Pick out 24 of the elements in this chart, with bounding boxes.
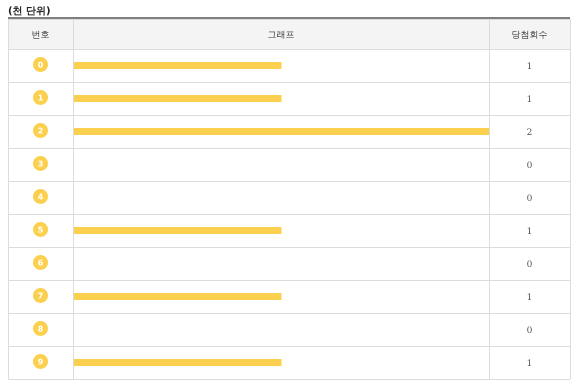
y-tick-label: 9 bbox=[38, 358, 44, 366]
y-tick-label: 7 bbox=[38, 292, 44, 300]
data-label: 1 bbox=[526, 95, 532, 105]
data-label: 0 bbox=[526, 326, 533, 336]
data-label: 1 bbox=[526, 359, 532, 369]
data-label: 2 bbox=[526, 128, 532, 138]
y-axis-title: 번호 bbox=[32, 30, 50, 40]
data-label: 0 bbox=[526, 260, 533, 270]
text: 당첨회수 bbox=[512, 30, 548, 40]
y-tick-label: 0 bbox=[38, 60, 44, 70]
data-label: 0 bbox=[526, 194, 533, 204]
chart-title: (천 단위) bbox=[8, 6, 51, 17]
x-axis-title: 그래프 bbox=[268, 30, 294, 40]
y-tick-label: 6 bbox=[38, 258, 44, 268]
y-tick-label: 8 bbox=[38, 324, 44, 334]
data-label: 1 bbox=[526, 62, 532, 72]
data-label: 1 bbox=[526, 293, 532, 303]
data-label: 1 bbox=[526, 227, 532, 237]
y-tick-label: 2 bbox=[38, 126, 44, 136]
y-tick-label: 5 bbox=[38, 226, 44, 234]
data-label: 0 bbox=[526, 161, 533, 171]
y-tick-label: 3 bbox=[38, 160, 44, 168]
y-tick-label: 1 bbox=[38, 94, 44, 102]
y-tick-label: 4 bbox=[38, 192, 44, 202]
